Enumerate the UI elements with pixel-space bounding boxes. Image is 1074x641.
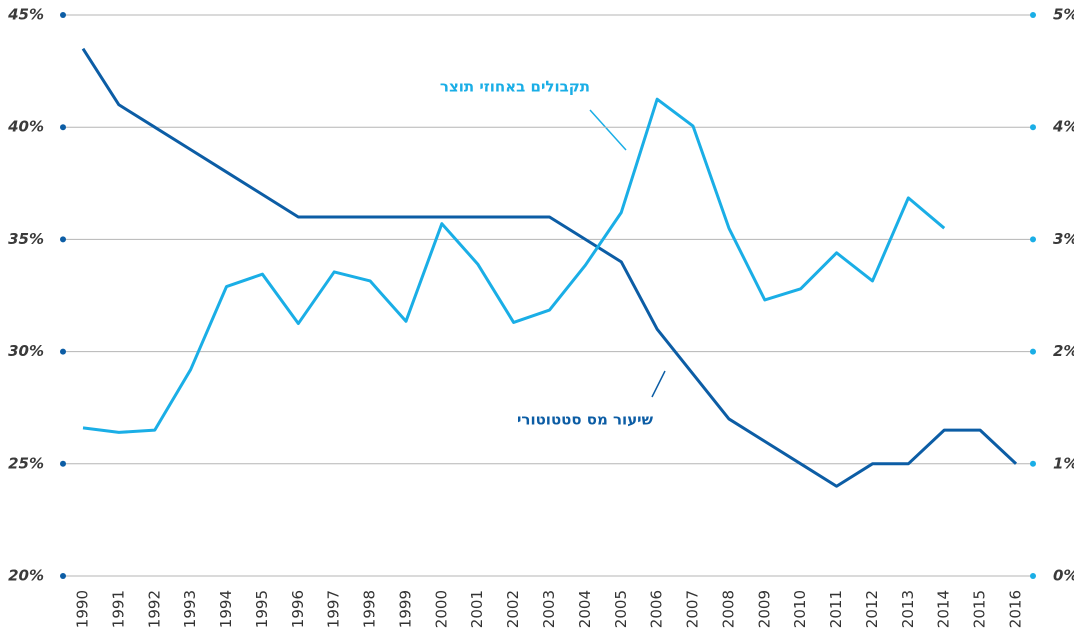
x-tick-label: 1998: [361, 590, 379, 628]
x-tick-label: 2010: [791, 590, 809, 628]
y-tick-label: 40%: [7, 118, 44, 136]
x-tick-label: 2001: [468, 590, 486, 628]
y-tick-label: 20%: [8, 567, 44, 585]
x-tick-label: 1995: [253, 590, 271, 628]
x-tick-label: 2006: [648, 590, 666, 628]
y2-tick-label: 0%: [1053, 567, 1074, 585]
x-tick-label: 2007: [684, 590, 702, 628]
x-tick-label: 2016: [1007, 590, 1025, 628]
y2-tick-dot: [1030, 236, 1036, 243]
x-tick-label: 2012: [863, 590, 881, 628]
y2-tick-label: 2%: [1053, 342, 1074, 360]
x-tick-label: 1999: [396, 590, 414, 628]
y-tick-label: 35%: [8, 230, 44, 248]
x-tick-label: 1996: [289, 590, 307, 628]
series-annotation: תקבולים באחוזי תוצר: [440, 78, 590, 96]
y-tick-dot: [60, 460, 66, 467]
series-line: [82, 97, 946, 434]
x-tick-label: 1990: [74, 590, 92, 628]
x-tick-label: 1992: [145, 590, 163, 628]
y2-tick-label: 5%: [1053, 6, 1074, 24]
x-tick-label: 2009: [755, 590, 773, 628]
x-tick-label: 1991: [109, 590, 127, 628]
y2-tick-label: 4%: [1052, 118, 1074, 136]
x-tick-label: 1997: [325, 590, 343, 628]
y-tick-label: 45%: [7, 6, 44, 24]
y2-tick-label: 3%: [1053, 230, 1074, 248]
x-tick-label: 2005: [612, 590, 630, 628]
x-tick-label: 2011: [827, 590, 845, 628]
series-annotation: שיעור מס סטטוטורי: [517, 411, 654, 429]
x-tick-label: 2000: [432, 590, 450, 628]
x-tick-label: 2015: [971, 590, 989, 628]
x-tick-label: 2013: [899, 590, 917, 628]
y-tick-dot: [60, 236, 66, 243]
x-tick-label: 2004: [576, 590, 594, 628]
x-tick-label: 2008: [719, 590, 737, 628]
x-tick-label: 2003: [540, 590, 558, 628]
y-tick-label: 30%: [8, 342, 44, 360]
y2-tick-dot: [1030, 348, 1036, 355]
y2-tick-dot: [1030, 573, 1036, 579]
x-tick-label: 1993: [181, 590, 199, 628]
y-tick-label: 25%: [8, 454, 44, 472]
annotation-pointer: [589, 109, 627, 151]
y-tick-dot: [60, 573, 66, 579]
y-tick-dot: [60, 12, 66, 18]
y-tick-dot: [60, 348, 66, 355]
y2-tick-dot: [1030, 124, 1036, 131]
y2-tick-dot: [1030, 460, 1036, 467]
x-tick-label: 1994: [217, 590, 235, 628]
annotation-pointer: [651, 370, 666, 398]
y2-tick-dot: [1030, 12, 1036, 18]
x-tick-label: 2002: [504, 590, 522, 628]
y2-tick-label: 1%: [1053, 454, 1074, 472]
series-line: [81, 47, 1018, 488]
x-tick-label: 2014: [935, 590, 953, 628]
y-tick-dot: [60, 124, 66, 131]
